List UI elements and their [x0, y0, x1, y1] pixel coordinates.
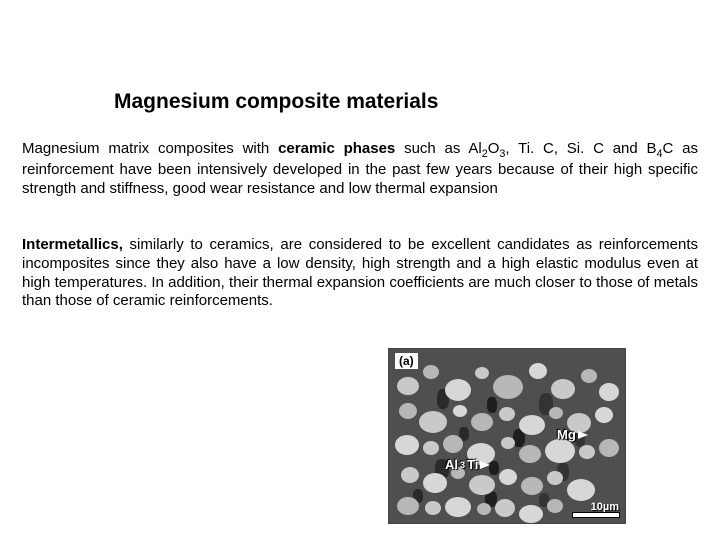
light-particle — [519, 415, 545, 435]
light-particle — [599, 439, 619, 457]
light-particle — [471, 413, 493, 431]
light-particle — [579, 445, 595, 459]
light-particle — [397, 377, 419, 395]
light-particle — [445, 497, 471, 517]
light-particle — [547, 499, 563, 513]
light-particle — [521, 477, 543, 495]
light-particle — [529, 363, 547, 379]
page-title: Magnesium composite materials — [114, 90, 438, 114]
light-particle — [551, 379, 575, 399]
micrograph-canvas — [389, 349, 625, 523]
light-particle — [477, 503, 491, 515]
phase-label-mg: Mg — [557, 427, 588, 442]
light-particle — [545, 439, 575, 463]
light-particle — [499, 469, 517, 485]
phase-label-al3ti: Al3Ti — [445, 457, 490, 472]
phase-mg-text: Mg — [557, 427, 576, 442]
arrow-icon — [578, 431, 588, 439]
paragraph-2: Intermetallics, similarly to ceramics, a… — [22, 236, 698, 311]
paragraph-1: Magnesium matrix composites with ceramic… — [22, 140, 698, 199]
light-particle — [445, 379, 471, 401]
light-particle — [425, 501, 441, 515]
light-particle — [419, 411, 447, 433]
light-particle — [423, 365, 439, 379]
dark-region — [489, 461, 499, 475]
light-particle — [399, 403, 417, 419]
dark-region — [487, 397, 497, 413]
p1-bold: ceramic phases — [278, 140, 395, 157]
light-particle — [549, 407, 563, 419]
light-particle — [519, 445, 541, 463]
light-particle — [599, 383, 619, 401]
light-particle — [595, 407, 613, 423]
light-particle — [493, 375, 523, 399]
p1-post1: such as Al — [395, 140, 481, 157]
micrograph-figure: (a) Mg Al3Ti 10µm — [388, 348, 626, 524]
light-particle — [423, 441, 439, 455]
arrow-icon — [480, 461, 490, 469]
light-particle — [423, 473, 447, 493]
phase-al3ti-post: Ti — [467, 457, 478, 472]
light-particle — [567, 479, 595, 501]
light-particle — [453, 405, 467, 417]
light-particle — [501, 437, 515, 449]
light-particle — [581, 369, 597, 383]
scalebar-line — [573, 513, 619, 517]
light-particle — [495, 499, 515, 517]
p1-post3: , Ti. C, Si. C and B — [505, 140, 656, 157]
light-particle — [443, 435, 463, 453]
scalebar: 10µm — [573, 501, 619, 517]
p1-pre: Magnesium matrix composites with — [22, 140, 278, 157]
p1-post2: O — [488, 140, 500, 157]
p2-body: similarly to ceramics, are considered to… — [22, 236, 698, 309]
p2-bold: Intermetallics, — [22, 236, 123, 253]
light-particle — [397, 497, 419, 515]
figure-panel-label: (a) — [395, 353, 418, 369]
light-particle — [475, 367, 489, 379]
scalebar-label: 10µm — [591, 501, 619, 513]
light-particle — [469, 475, 495, 495]
light-particle — [499, 407, 515, 421]
light-particle — [519, 505, 543, 523]
phase-al3ti-sub: 3 — [460, 460, 465, 470]
light-particle — [401, 467, 419, 483]
light-particle — [395, 435, 419, 455]
light-particle — [547, 471, 563, 485]
phase-al3ti-pre: Al — [445, 457, 458, 472]
